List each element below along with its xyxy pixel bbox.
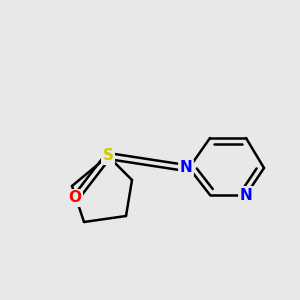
Text: S: S bbox=[103, 148, 113, 164]
Text: O: O bbox=[68, 190, 82, 206]
Text: N: N bbox=[240, 188, 252, 202]
Text: N: N bbox=[180, 160, 192, 175]
